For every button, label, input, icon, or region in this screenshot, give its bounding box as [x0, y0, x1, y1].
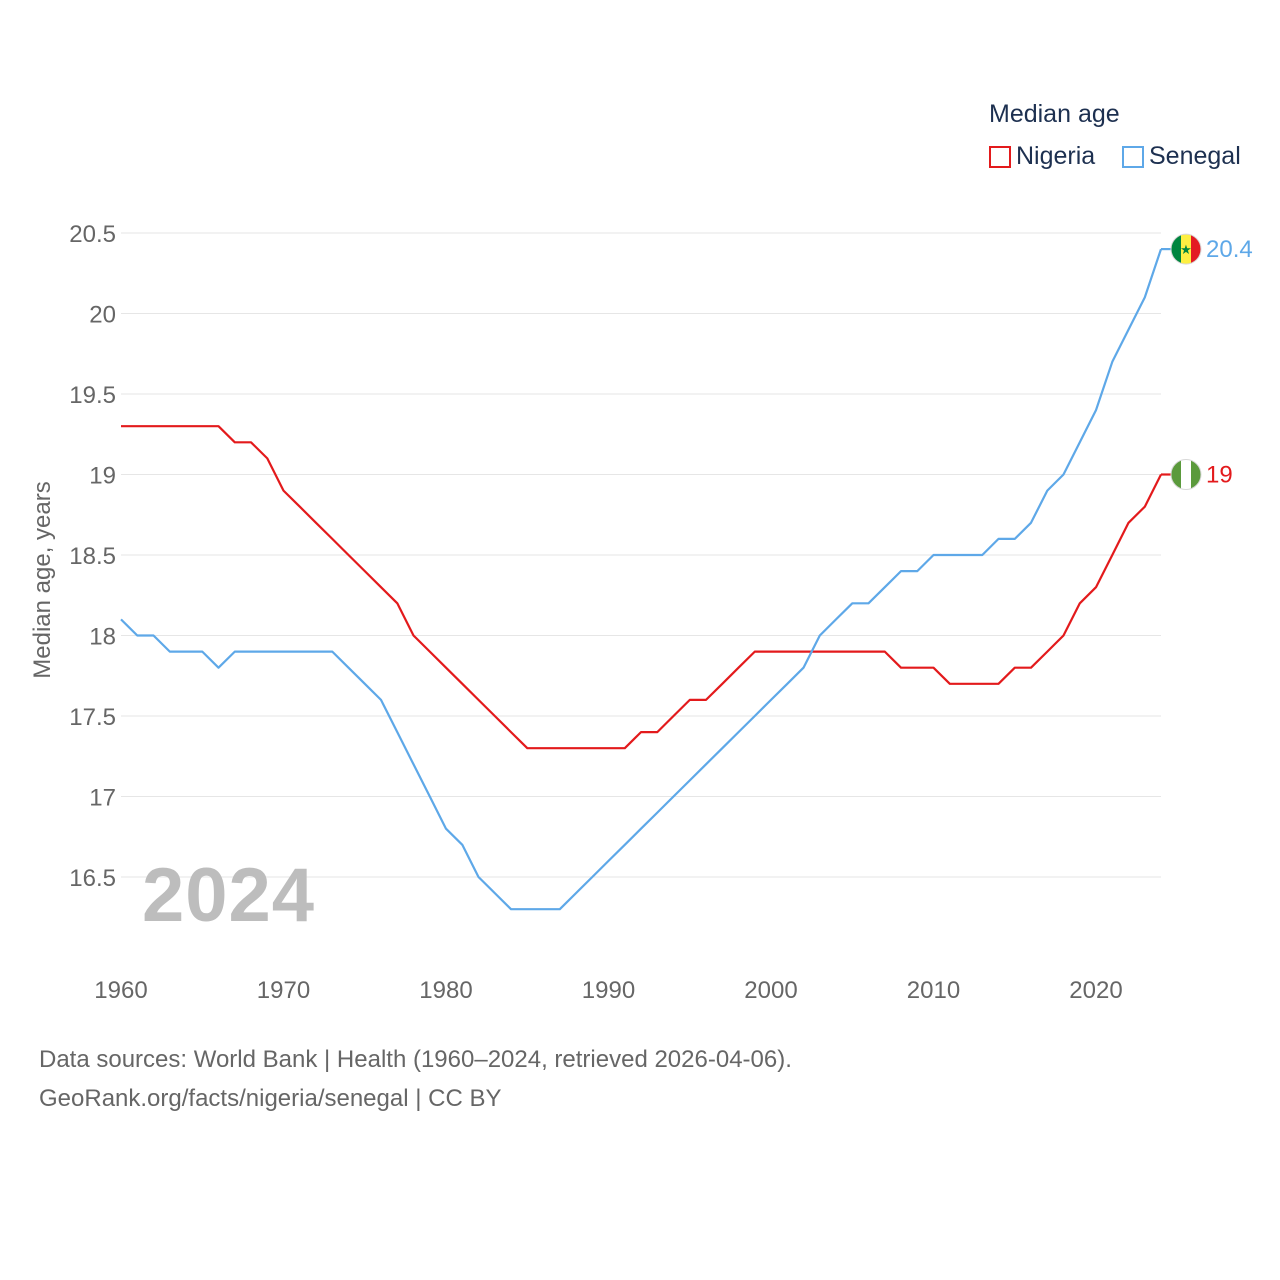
nigeria-flag-icon [1170, 459, 1202, 490]
legend-swatch-senegal [1122, 145, 1144, 168]
y-axis-ticks: 16.5 17 17.5 18 18.5 19 19.5 20 20.5 [69, 221, 116, 892]
y-tick-label: 20 [89, 302, 116, 329]
series-end-label-nigeria: 19 [1206, 462, 1233, 489]
legend-label-senegal: Senegal [1149, 142, 1241, 170]
source-text: Data sources: World Bank | Health (1960–… [39, 1046, 792, 1073]
y-tick-label: 19.5 [69, 382, 116, 409]
y-axis-label: Median age, years [29, 481, 56, 678]
star-icon: ★ [1180, 243, 1192, 258]
x-axis-ticks: 1960 1970 1980 1990 2000 2010 2020 [94, 977, 1122, 1004]
x-tick-label: 1990 [582, 977, 635, 1004]
y-tick-label: 17 [89, 785, 116, 812]
series-line-senegal [120, 248, 1163, 911]
legend-label-nigeria: Nigeria [1016, 142, 1096, 170]
x-tick-label: 1980 [419, 977, 472, 1004]
series-end-label-senegal: 20.4 [1206, 236, 1253, 263]
series-line-nigeria [121, 425, 1162, 750]
y-tick-label: 18 [89, 624, 116, 651]
legend-item-nigeria[interactable]: Nigeria [989, 142, 1095, 171]
source-link[interactable]: GeoRank.org/facts/nigeria/senegal | CC B… [39, 1085, 502, 1112]
y-tick-label: 19 [89, 463, 116, 490]
legend-item-senegal[interactable]: Senegal [1122, 142, 1241, 171]
year-watermark: 2024 [142, 853, 316, 938]
series-end-labels: 19 ★ 20.4 [1161, 233, 1253, 490]
series-lines [120, 248, 1163, 911]
legend-title: Median age [989, 100, 1120, 128]
x-tick-label: 1960 [94, 977, 147, 1004]
x-tick-label: 2020 [1069, 977, 1122, 1004]
y-tick-label: 20.5 [69, 221, 116, 248]
y-tick-label: 16.5 [69, 865, 116, 892]
gridlines [121, 232, 1161, 878]
x-tick-label: 2010 [907, 977, 960, 1004]
x-tick-label: 2000 [744, 977, 797, 1004]
senegal-flag-icon: ★ [1170, 233, 1202, 265]
x-tick-label: 1970 [257, 977, 310, 1004]
y-tick-label: 18.5 [69, 543, 116, 570]
legend-swatch-nigeria [989, 145, 1011, 168]
y-tick-label: 17.5 [69, 704, 116, 731]
